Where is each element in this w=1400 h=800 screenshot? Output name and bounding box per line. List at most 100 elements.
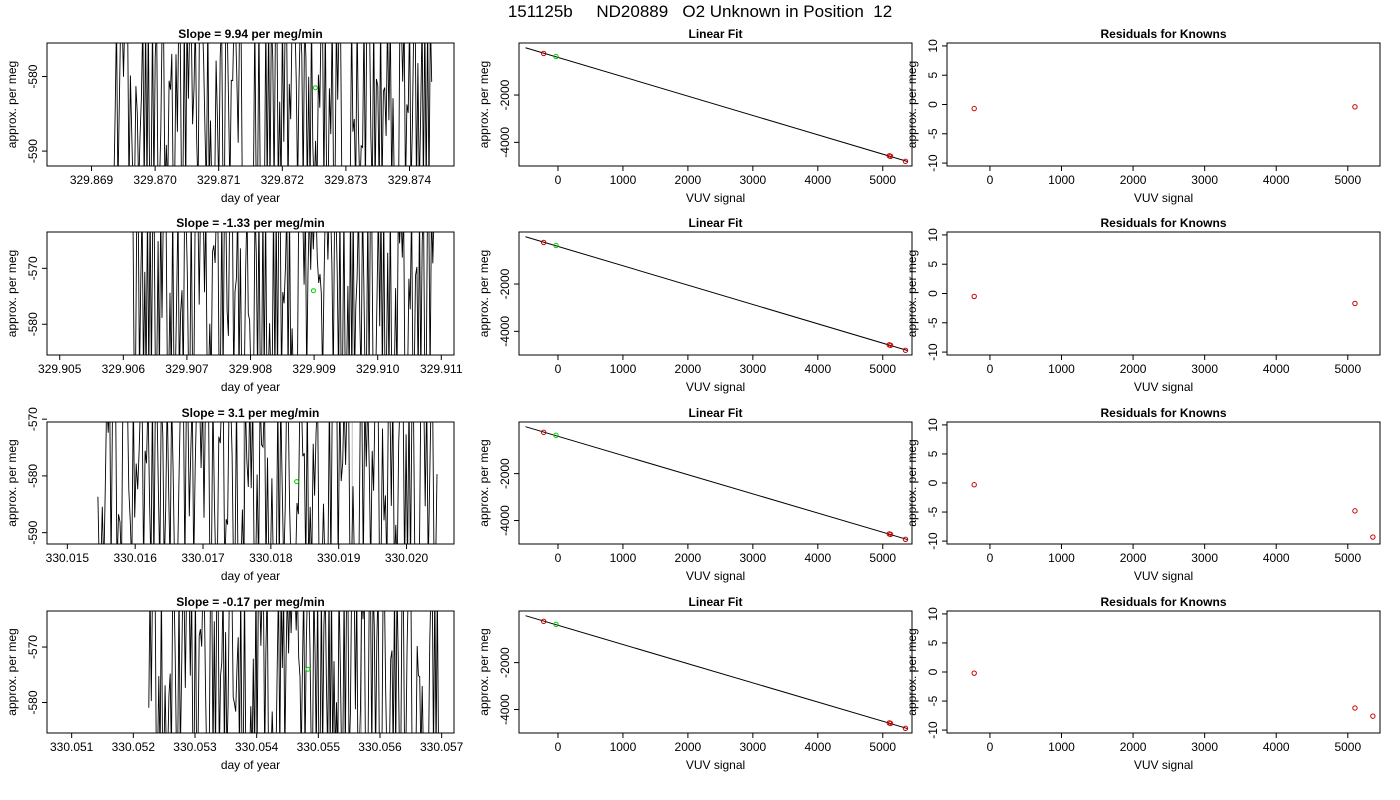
x-tick-label: 0 [987,740,994,754]
y-axis-label: approx. per meg [905,628,919,715]
y-tick-label: -10 [926,721,940,739]
x-tick-label: 0 [987,173,994,187]
known-point [971,293,977,300]
plot-frame [946,42,1381,167]
x-tick-label: 4000 [804,362,831,376]
panel-title: Residuals for Knowns [1100,216,1226,230]
x-axis-label: VUV signal [1134,380,1193,394]
known-point [540,618,547,625]
y-tick-label: 0 [926,290,940,297]
known-point [540,429,547,436]
y-tick-label: -580 [26,312,40,336]
plot-frame [946,231,1381,356]
known-point [1352,104,1358,110]
panel-3-2: Linear Fit VUV signal approx. per meg 0 1000… [477,406,913,583]
x-tick-label: 4000 [804,740,831,754]
y-tick-label: -570 [26,635,40,659]
panel-title: Slope = 3.1 per meg/min [182,406,320,420]
x-tick-label: 2000 [1120,740,1147,754]
known-point [540,50,547,57]
x-tick-label: 329.871 [197,173,241,187]
panel-4-2: Linear Fit VUV signal approx. per meg 0 1000… [477,595,913,772]
fit-line [525,47,908,162]
y-tick-label: -5 [926,317,940,328]
y-tick-label: -5 [926,128,940,139]
x-tick-label: 0 [555,551,562,565]
x-axis-label: day of year [221,569,280,583]
y-tick-label: -2000 [498,647,512,678]
fit-midpoint-marker [294,479,300,485]
x-tick-label: 0 [555,173,562,187]
x-tick-label: 0 [987,551,994,565]
plot-frame [946,610,1381,734]
signal-trace [148,611,439,733]
panel-title: Residuals for Knowns [1100,27,1226,41]
y-tick-label: 5 [926,450,940,457]
x-tick-label: 330.055 [297,740,341,754]
plot-area [971,670,1376,719]
known-point [971,105,977,112]
x-tick-label: 0 [555,740,562,754]
y-tick-label: -4000 [498,127,512,158]
x-axis-label: VUV signal [1134,191,1193,205]
plot-frame [946,421,1381,545]
panel-2-2: Linear Fit VUV signal approx. per meg 0 1000… [477,216,913,394]
known-point [1352,508,1358,514]
x-tick-label: 330.052 [112,740,156,754]
figure-title: 151125b ND20889 O2 Unknown in Position 1… [507,2,893,21]
x-tick-label: 329.906 [102,362,146,376]
y-axis-label: approx. per meg [477,439,491,526]
fit-line [525,426,908,541]
x-tick-label: 1000 [610,551,637,565]
y-tick-label: -10 [926,343,940,361]
y-axis-label: approx. per meg [905,61,919,148]
x-tick-label: 330.051 [50,740,94,754]
x-axis-label: VUV signal [686,380,745,394]
x-tick-label: 329.869 [70,173,114,187]
y-axis-label: approx. per meg [905,439,919,526]
known-point [540,239,547,246]
known-point [887,342,894,349]
x-tick-label: 330.016 [113,551,157,565]
y-axis-label: approx. per meg [5,439,19,526]
plot-frame [518,610,913,734]
x-axis-label: VUV signal [1134,758,1193,772]
x-tick-label: 5000 [1334,173,1361,187]
x-tick-label: 2000 [1120,173,1147,187]
y-tick-label: -580 [26,690,40,714]
y-tick-label: 10 [926,39,940,53]
x-tick-label: 3000 [739,740,766,754]
signal-trace [97,422,438,544]
y-tick-label: 5 [926,639,940,646]
plot-area [971,482,1376,540]
x-axis-label: VUV signal [686,758,745,772]
x-tick-label: 329.911 [420,362,463,376]
y-tick-label: 10 [926,607,940,621]
x-tick-label: 329.873 [324,173,368,187]
panel-title: Slope = -0.17 per meg/min [176,595,324,609]
known-point [1370,713,1376,719]
y-axis-label: approx. per meg [5,61,19,148]
y-tick-label: -5 [926,695,940,706]
x-tick-label: 2000 [1120,551,1147,565]
x-tick-label: 3000 [739,362,766,376]
fit-midpoint-marker [310,288,316,294]
x-tick-label: 330.056 [358,740,402,754]
y-tick-label: -2000 [498,458,512,489]
known-point [1352,300,1358,307]
x-tick-label: 329.872 [261,173,305,187]
x-tick-label: 329.908 [229,362,273,376]
x-tick-label: 329.907 [165,362,209,376]
x-tick-label: 4000 [1263,362,1290,376]
y-tick-label: 10 [926,418,940,432]
known-point [887,153,894,160]
panel-title: Linear Fit [688,406,742,420]
panel-title: Slope = -1.33 per meg/min [176,216,324,230]
signal-trace [132,232,434,355]
plot-frame [518,231,913,356]
x-tick-label: 3000 [739,173,766,187]
known-point [887,531,894,538]
x-tick-label: 0 [555,362,562,376]
fit-midpoint-marker [312,85,318,91]
x-tick-label: 1000 [610,173,637,187]
